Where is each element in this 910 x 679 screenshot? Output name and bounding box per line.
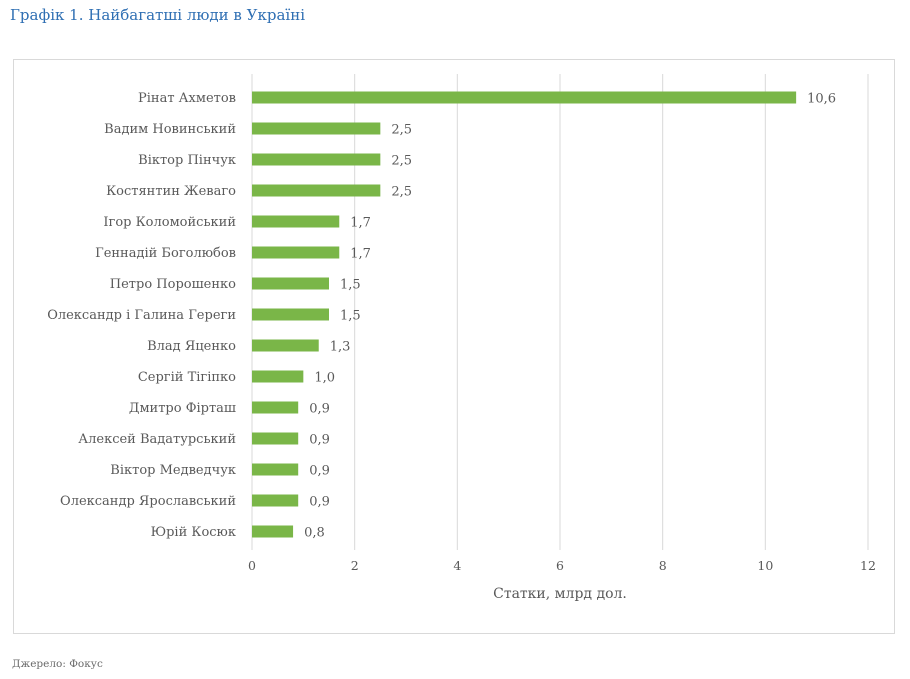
x-axis-ticks: 0 2 4 6 8 10 12 xyxy=(248,558,876,573)
bar xyxy=(252,494,299,507)
data-label: 0,9 xyxy=(309,495,330,510)
chart-title: Графік 1. Найбагатші люди в Україні xyxy=(10,6,305,24)
category-labels: Рінат Ахметов Вадим Новинський Віктор Пінч… xyxy=(47,91,236,540)
category-label: Олександр і Галина Гереги xyxy=(47,308,236,323)
bar xyxy=(252,401,299,414)
category-label: Влад Яценко xyxy=(147,339,236,354)
value-labels: 10,6 2,5 2,5 2,5 1,7 1,7 1,5 1,5 1,3 1,0 0,9 0,9 0,9… xyxy=(304,92,836,541)
data-label: 0,9 xyxy=(309,402,330,417)
bar xyxy=(252,277,329,290)
gridlines xyxy=(251,74,869,550)
bar xyxy=(252,184,381,197)
data-label: 2,5 xyxy=(391,123,412,138)
data-label: 0,8 xyxy=(304,526,325,541)
bar xyxy=(252,91,797,104)
category-label: Олександр Ярославський xyxy=(60,494,236,509)
x-tick-label: 12 xyxy=(860,558,876,573)
category-label: Вадим Новинський xyxy=(104,122,236,137)
category-label: Алексей Вадатурський xyxy=(78,432,236,447)
x-tick-label: 10 xyxy=(757,558,773,573)
source-note: Джерело: Фокус xyxy=(12,658,103,670)
bar xyxy=(252,463,299,476)
data-label: 1,7 xyxy=(350,247,371,262)
x-tick-label: 6 xyxy=(556,558,564,573)
data-label: 1,3 xyxy=(330,340,351,355)
bar xyxy=(252,308,329,321)
bar xyxy=(252,339,319,352)
bar xyxy=(252,370,304,383)
x-axis-title: Статки, млрд дол. xyxy=(493,586,627,602)
category-label: Юрій Косюк xyxy=(151,525,236,540)
bar xyxy=(252,122,381,135)
x-tick-label: 8 xyxy=(659,558,667,573)
data-label: 0,9 xyxy=(309,464,330,479)
data-label: 0,9 xyxy=(309,433,330,448)
category-label: Костянтин Жеваго xyxy=(106,184,236,199)
bar xyxy=(252,432,299,445)
data-label: 2,5 xyxy=(391,154,412,169)
data-label: 1,5 xyxy=(340,309,361,324)
category-label: Віктор Пінчук xyxy=(138,153,236,168)
bar xyxy=(252,153,381,166)
x-tick-label: 2 xyxy=(351,558,359,573)
data-label: 1,0 xyxy=(314,371,335,386)
data-label: 2,5 xyxy=(391,185,412,200)
chart-area: Рінат Ахметов Вадим Новинський Віктор Пінч… xyxy=(13,59,895,634)
bar xyxy=(252,215,340,228)
data-label: 1,5 xyxy=(340,278,361,293)
data-label: 10,6 xyxy=(807,92,836,107)
category-label: Сергій Тігіпко xyxy=(138,370,236,385)
category-label: Віктор Медведчук xyxy=(110,463,236,478)
data-label: 1,7 xyxy=(350,216,371,231)
category-label: Рінат Ахметов xyxy=(138,91,236,106)
x-tick-label: 0 xyxy=(248,558,256,573)
category-label: Дмитро Фірташ xyxy=(129,401,236,416)
bars xyxy=(252,91,797,538)
category-label: Ігор Коломойський xyxy=(103,215,236,230)
x-tick-label: 4 xyxy=(453,558,461,573)
bar-chart: Рінат Ахметов Вадим Новинський Віктор Пінч… xyxy=(47,74,876,602)
bar xyxy=(252,246,340,259)
category-label: Петро Порошенко xyxy=(110,277,236,292)
category-label: Геннадій Боголюбов xyxy=(95,246,236,261)
bar xyxy=(252,525,294,538)
